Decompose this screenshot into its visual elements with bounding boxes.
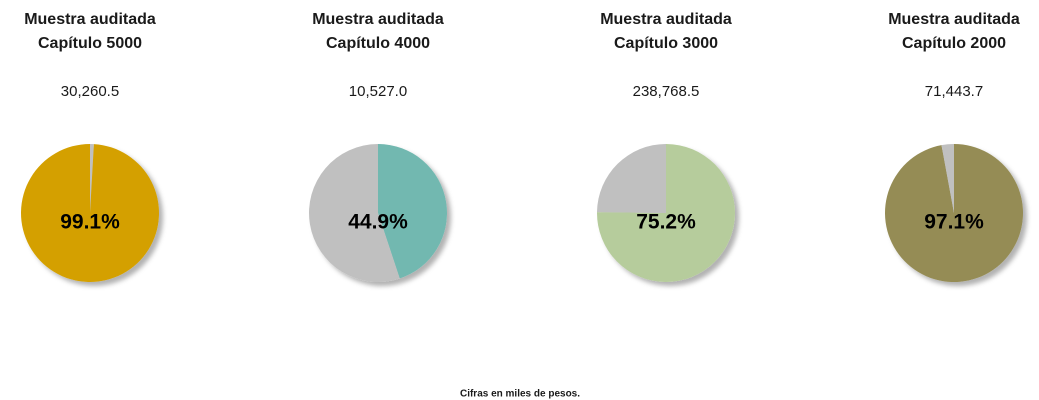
value-label: 97.1%: [924, 211, 984, 234]
footnote: Cifras en miles de pesos.: [460, 389, 580, 400]
value-label: 75.2%: [636, 211, 696, 234]
amount: 238,768.5: [633, 83, 700, 100]
chart-title: Capítulo 4000: [326, 35, 430, 52]
pie-slice: [21, 144, 160, 282]
value-label: 44.9%: [348, 211, 408, 234]
value-label: 99.1%: [60, 211, 120, 234]
chart-title: Capítulo 3000: [614, 35, 718, 52]
pie-slice: [597, 144, 666, 213]
chart-title: Capítulo 2000: [902, 35, 1006, 52]
pie-slice: [309, 144, 400, 282]
chart-title: Muestra auditada: [888, 11, 1020, 28]
pie-slice: [597, 144, 736, 282]
amount: 30,260.5: [61, 83, 119, 100]
pie: [885, 144, 1024, 282]
pie: [597, 144, 736, 282]
amount: 71,443.7: [925, 83, 983, 100]
chart-title: Muestra auditada: [600, 11, 732, 28]
pie-slice: [378, 144, 448, 279]
chart-title: Muestra auditada: [312, 11, 444, 28]
pie-slice: [90, 144, 94, 213]
pie: [309, 144, 448, 282]
pie: [21, 144, 160, 282]
chart-title: Capítulo 5000: [38, 35, 142, 52]
pie-slice: [885, 144, 1024, 282]
pie-slice: [941, 144, 954, 213]
amount: 10,527.0: [349, 83, 407, 100]
chart-title: Muestra auditada: [24, 11, 156, 28]
